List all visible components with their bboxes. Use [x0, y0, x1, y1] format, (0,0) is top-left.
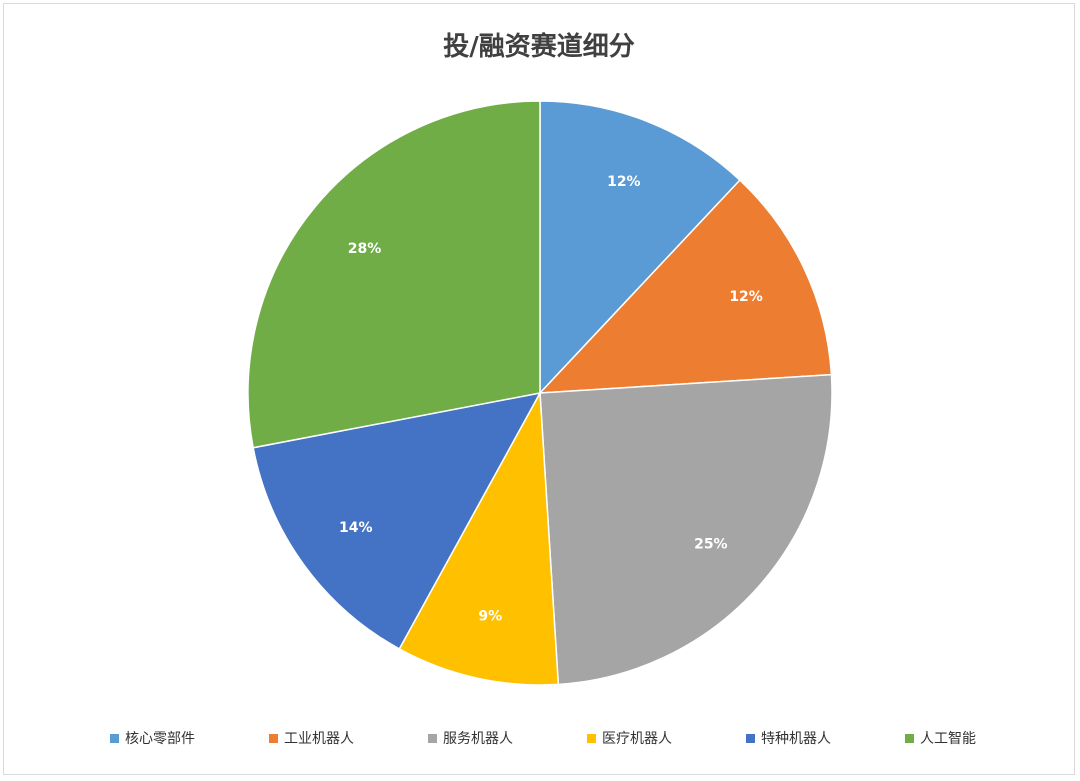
data-label-1: 12%	[607, 174, 641, 190]
legend-swatch	[110, 733, 119, 743]
legend-item-2: 工业机器人	[269, 728, 354, 748]
legend-swatch	[269, 733, 278, 743]
data-label-5: 14%	[339, 520, 373, 536]
data-label-6: 28%	[348, 241, 382, 257]
legend-item-4: 医疗机器人	[587, 728, 672, 748]
legend-label: 特种机器人	[761, 731, 831, 747]
legend-label: 医疗机器人	[602, 731, 672, 747]
legend-item-1: 核心零部件	[110, 728, 195, 748]
legend-swatch	[905, 733, 914, 743]
legend-label: 工业机器人	[284, 731, 354, 747]
legend-item-3: 服务机器人	[428, 728, 513, 748]
pie-slice-3	[539, 373, 833, 686]
legend-swatch	[746, 733, 755, 743]
data-label-3: 25%	[694, 537, 728, 553]
data-label-4: 9%	[478, 608, 502, 624]
pie-slice-5	[252, 391, 542, 650]
legend-label: 人工智能	[920, 731, 976, 747]
legend-item-6: 人工智能	[905, 728, 976, 748]
legend-label: 核心零部件	[125, 731, 195, 747]
chart-legend: 核心零部件 工业机器人 服务机器人 医疗机器人 特种机器人 人工智能	[0, 728, 1080, 752]
legend-label: 服务机器人	[443, 731, 513, 747]
pie-slice-6	[247, 100, 541, 449]
data-label-2: 12%	[729, 289, 763, 305]
legend-swatch	[428, 733, 437, 743]
legend-item-5: 特种机器人	[746, 728, 831, 748]
chart-title: 投/融资赛道细分	[443, 32, 635, 62]
legend-swatch	[587, 733, 596, 743]
pie-slice-1	[539, 100, 741, 395]
pie-slice-4	[398, 390, 560, 686]
pie-slice-2	[538, 179, 833, 394]
